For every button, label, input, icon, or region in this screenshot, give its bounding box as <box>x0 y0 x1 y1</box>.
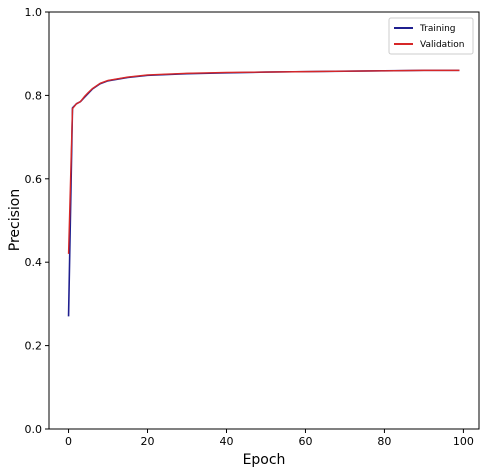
series-line-validation <box>67 69 460 254</box>
ticks-layer: 0 20 40 60 80 100 0.0 0.2 0.4 0.6 0.8 1.0 <box>25 6 474 448</box>
legend-label-training: Training <box>419 24 456 34</box>
x-tick-label: 0 <box>65 435 72 448</box>
y-tick-label: 0.8 <box>25 89 43 102</box>
y-axis-label: Precision <box>7 189 23 251</box>
y-tick-label: 1.0 <box>25 6 43 19</box>
x-axis-label: Epoch <box>243 452 286 468</box>
series-layer <box>67 69 460 317</box>
y-tick-label: 0.0 <box>25 423 43 436</box>
x-tick-label: 60 <box>298 435 312 448</box>
plot-frame <box>48 11 480 430</box>
x-tick-label: 20 <box>141 435 155 448</box>
y-tick-label: 0.4 <box>25 256 43 269</box>
legend: Training Validation <box>388 17 474 55</box>
x-tick-label: 80 <box>377 435 391 448</box>
legend-label-validation: Validation <box>420 40 464 50</box>
y-tick-label: 0.2 <box>25 340 43 353</box>
x-tick-label: 40 <box>219 435 233 448</box>
x-tick-label: 100 <box>453 435 474 448</box>
plot-area <box>49 12 479 429</box>
y-tick-label: 0.6 <box>25 173 43 186</box>
